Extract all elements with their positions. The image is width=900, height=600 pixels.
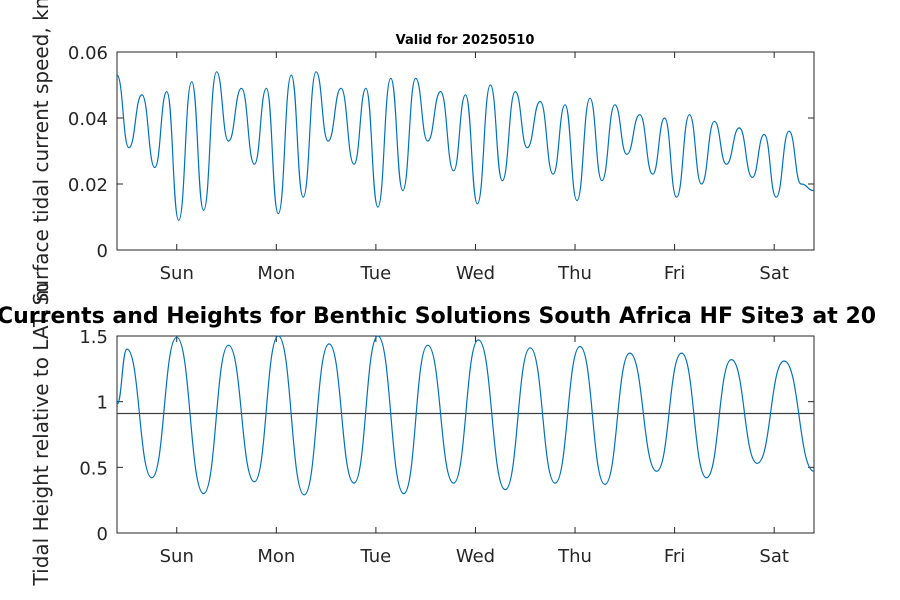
x-tick-label: Wed — [456, 263, 495, 284]
y-tick-label: 0 — [97, 524, 108, 545]
y-tick-label: 0 — [97, 241, 108, 262]
bottom-x-ticks: Sun Mon Tue Wed Thu Fri Sat — [160, 336, 789, 567]
top-y-ticks: 0 0.02 0.04 0.06 — [68, 43, 814, 262]
x-tick-label: Sat — [759, 546, 789, 567]
x-tick-label: Fri — [664, 263, 685, 284]
tidal-height-series-line — [116, 335, 815, 496]
top-x-ticks: Sun Mon Tue Wed Thu Fri Sat — [160, 52, 789, 284]
top-y-axis-label: Surface tidal current speed, kn — [29, 0, 53, 305]
bottom-tidal-height-panel: 0 0.5 1 1.5 Sun Mon Tue Wed Thu Fri Sat Tidal Hei… — [29, 283, 815, 587]
x-tick-label: Mon — [257, 263, 295, 284]
x-tick-label: Tue — [360, 263, 392, 284]
y-tick-label: 1.5 — [79, 327, 108, 348]
bottom-y-axis-label: Tidal Height relative to LAT, m — [29, 283, 53, 587]
x-tick-label: Tue — [360, 546, 392, 567]
top-current-speed-panel: 0 0.02 0.04 0.06 Sun Mon Tue Wed Thu Fri Sat Vali… — [29, 0, 815, 305]
y-tick-label: 0.04 — [68, 109, 108, 130]
x-tick-label: Mon — [257, 546, 295, 567]
x-tick-label: Sun — [160, 546, 194, 567]
top-panel-title: Valid for 20250510 — [396, 33, 535, 48]
bottom-axes-box — [116, 335, 815, 534]
x-tick-label: Fri — [664, 546, 685, 567]
x-tick-label: Thu — [557, 546, 592, 567]
top-axes-box — [116, 51, 815, 251]
y-tick-label: 1 — [97, 393, 108, 414]
y-tick-label: 0.5 — [79, 458, 108, 479]
x-tick-label: Thu — [557, 263, 592, 284]
x-tick-label: Sun — [160, 263, 194, 284]
x-tick-label: Wed — [456, 546, 495, 567]
x-tick-label: Sat — [759, 263, 789, 284]
current-speed-series-line — [116, 71, 815, 221]
figure-title: Currents and Heights for Benthic Solutio… — [0, 304, 876, 329]
bottom-y-ticks: 0 0.5 1 1.5 — [79, 327, 814, 545]
y-tick-label: 0.02 — [68, 175, 108, 196]
y-tick-label: 0.06 — [68, 43, 108, 64]
